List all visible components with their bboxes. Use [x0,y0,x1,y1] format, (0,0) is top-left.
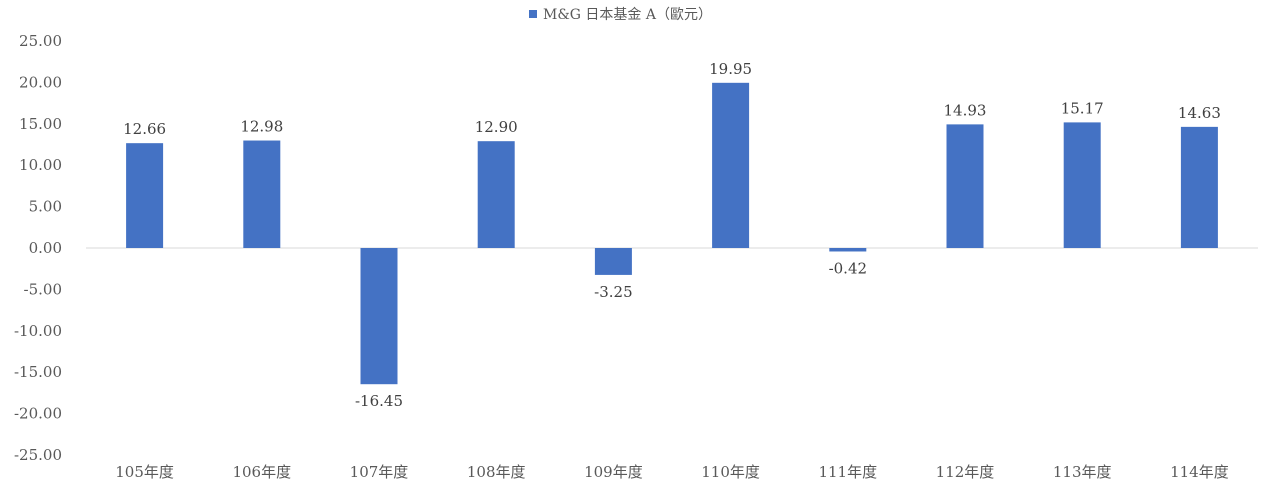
bar-value-label: -0.42 [829,259,867,277]
bar [1180,126,1218,248]
data-labels: 12.66 12.98 -16.45 12.90 -3.25 19.95 -0.42 14.9… [123,60,1221,410]
bar [829,248,867,252]
y-tick-label: -20.00 [14,405,62,423]
y-tick-label: 0.00 [29,239,62,257]
x-category-label: 110年度 [701,463,760,481]
bar-value-label: 12.98 [240,118,283,136]
y-axis: 25.00 20.00 15.00 10.00 5.00 0.00 -5.00 -10.00 -… [14,32,62,464]
bar-series [126,82,1218,385]
x-category-label: 111年度 [818,463,877,481]
bar-value-label: 15.17 [1061,99,1104,117]
bar [126,143,164,248]
x-category-label: 114年度 [1170,463,1229,481]
x-category-label: 108年度 [467,463,526,481]
x-category-label: 112年度 [936,463,995,481]
bar [477,141,515,248]
y-tick-label: 5.00 [29,198,62,216]
y-tick-label: 15.00 [19,115,62,133]
y-tick-label: 10.00 [19,156,62,174]
x-axis: 105年度 106年度 107年度 108年度 109年度 110年度 111年度 112年度… [115,463,1228,481]
x-category-label: 109年度 [584,463,643,481]
bar [1063,122,1101,248]
bar-value-label: 12.90 [475,118,518,136]
legend: M&G 日本基金 A（歐元） [529,6,712,23]
y-tick-label: -10.00 [14,322,62,340]
bar-value-label: -16.45 [355,392,403,410]
bar [360,248,398,385]
legend-label: M&G 日本基金 A（歐元） [543,6,712,23]
bar-value-label: 14.93 [944,101,987,119]
bar [946,124,984,248]
y-tick-label: -25.00 [14,446,62,464]
bar-value-label: 14.63 [1178,104,1221,122]
x-category-label: 113年度 [1053,463,1112,481]
x-category-label: 106年度 [232,463,291,481]
bar [712,82,750,249]
y-tick-label: -15.00 [14,363,62,381]
y-tick-label: 20.00 [19,73,62,91]
bar-value-label: 19.95 [709,60,752,78]
bar-value-label: 12.66 [123,120,166,138]
bar [243,140,281,248]
y-tick-label: 25.00 [19,32,62,50]
legend-swatch [529,10,537,18]
bar [594,248,632,275]
x-category-label: 105年度 [115,463,174,481]
x-category-label: 107年度 [350,463,409,481]
bar-value-label: -3.25 [594,283,632,301]
y-tick-label: -5.00 [24,280,62,298]
